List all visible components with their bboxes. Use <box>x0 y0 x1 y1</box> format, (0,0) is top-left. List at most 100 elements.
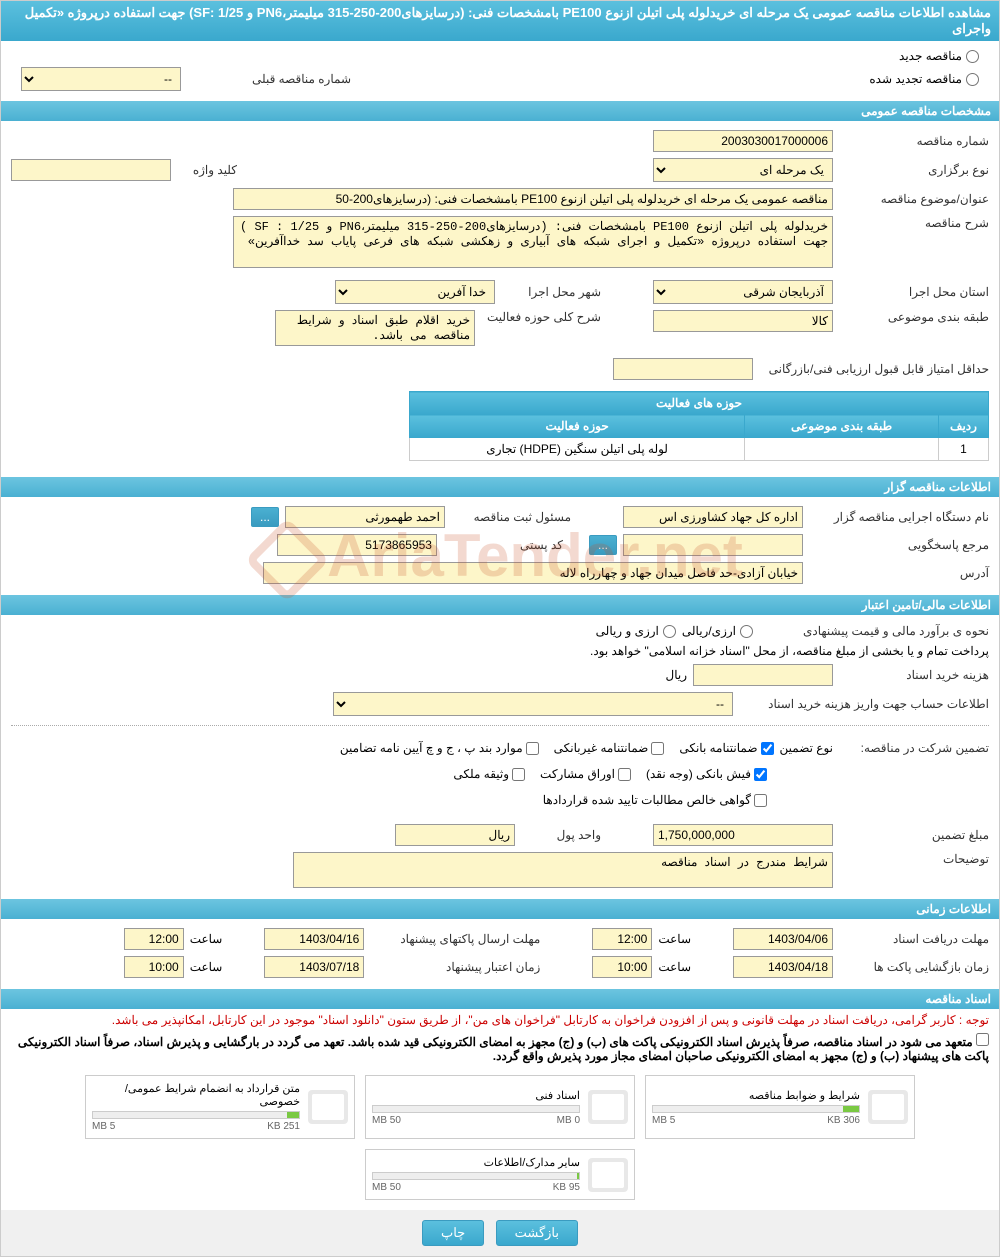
guarantee-cases-check[interactable]: موارد بند پ ، ج و چ آیین نامه تضامین <box>340 741 539 755</box>
send-deadline-time[interactable] <box>124 928 184 950</box>
title-input[interactable] <box>233 188 833 210</box>
estimate-option1: ارزی/ریالی <box>682 624 736 638</box>
response-ref-label: مرجع پاسخگویی <box>809 538 989 552</box>
keyword-input[interactable] <box>11 159 171 181</box>
guarantee-label: تضمین شرکت در مناقصه: <box>839 741 989 755</box>
postal-code-input[interactable] <box>277 534 437 556</box>
section-general: مشخصات مناقصه عمومی <box>1 101 999 121</box>
registrar-label: مسئول ثبت مناقصه <box>451 510 571 524</box>
activity-table-title: حوزه های فعالیت <box>410 392 989 415</box>
estimate-radio1-input[interactable] <box>740 625 753 638</box>
activity-table: حوزه های فعالیت ردیف طبقه بندی موضوعی حو… <box>409 391 989 461</box>
notes-textarea[interactable]: شرایط مندرج در اسناد مناقصه <box>293 852 833 888</box>
tender-number-input[interactable] <box>653 130 833 152</box>
purchase-cost-label: هزینه خرید اسناد <box>839 668 989 682</box>
treasury-note: پرداخت تمام و یا بخشی از مبلغ مناقصه، از… <box>590 644 989 658</box>
activity-col-row: ردیف <box>939 415 989 438</box>
guarantee-cert-check[interactable]: گواهی خالص مطالبات تایید شده قراردادها <box>543 793 767 807</box>
holding-type-select[interactable]: یک مرحله ای <box>653 158 833 182</box>
back-button[interactable]: بازگشت <box>496 1220 578 1246</box>
activity-col-activity: حوزه فعالیت <box>410 415 745 438</box>
registrar-input[interactable] <box>285 506 445 528</box>
table-row: 1لوله پلی اتیلن سنگین (HDPE) تجاری <box>410 438 989 461</box>
province-label: استان محل اجرا <box>839 285 989 299</box>
guarantee-property-check[interactable]: وثیقه ملکی <box>453 767 525 781</box>
notice-bold: متعهد می شود در اسناد مناقصه، صرفاً پذیر… <box>1 1031 999 1065</box>
prev-number-select[interactable]: -- <box>21 67 181 91</box>
validity-date[interactable] <box>264 956 364 978</box>
section-organizer: اطلاعات مناقصه گزار <box>1 477 999 497</box>
rial-label: ریال <box>665 668 687 682</box>
org-name-label: نام دستگاه اجرایی مناقصه گزار <box>809 510 989 524</box>
min-score-input[interactable] <box>613 358 753 380</box>
open-date[interactable] <box>733 956 833 978</box>
response-ref-more-button[interactable]: ... <box>589 535 617 555</box>
min-score-label: حداقل امتیاز قابل قبول ارزیابی فنی/بازرگ… <box>759 362 989 376</box>
address-input[interactable] <box>263 562 803 584</box>
receive-deadline-time[interactable] <box>592 928 652 950</box>
file-name: متن قرارداد به انضمام شرایط عمومی/خصوصی <box>92 1082 300 1108</box>
currency-unit-label: واحد پول <box>521 828 601 842</box>
file-box[interactable]: سایر مدارک/اطلاعات95 KB50 MB <box>365 1149 635 1200</box>
registrar-more-button[interactable]: ... <box>251 507 279 527</box>
tender-new-radio[interactable]: مناقصه جدید <box>899 49 979 63</box>
address-label: آدرس <box>809 566 989 580</box>
commit-checkbox[interactable] <box>976 1033 989 1046</box>
tender-new-radio-input[interactable] <box>966 50 979 63</box>
org-name-input[interactable] <box>623 506 803 528</box>
guarantee-cash-check[interactable]: فیش بانکی (وجه نقد) <box>646 767 767 781</box>
tender-number-label: شماره مناقصه <box>839 134 989 148</box>
estimate-radio2[interactable]: ارزی و ریالی <box>596 624 676 638</box>
receive-deadline-label: مهلت دریافت اسناد <box>839 932 989 946</box>
guarantee-bank-check[interactable]: ضمانتنامه بانکی <box>679 741 773 755</box>
guarantee-amount-label: مبلغ تضمین <box>839 828 989 842</box>
send-deadline-date[interactable] <box>264 928 364 950</box>
folder-icon <box>868 1090 908 1124</box>
time-label-4: ساعت <box>190 960 223 974</box>
open-time[interactable] <box>592 956 652 978</box>
send-deadline-label: مهلت ارسال پاکتهای پیشنهاد <box>370 932 540 946</box>
tender-renewed-label: مناقصه تجدید شده <box>869 72 962 86</box>
account-info-label: اطلاعات حساب جهت واریز هزینه خرید اسناد <box>739 697 989 711</box>
purchase-cost-input[interactable] <box>693 664 833 686</box>
description-label: شرح مناقصه <box>839 216 989 230</box>
estimate-radio2-input[interactable] <box>663 625 676 638</box>
city-select[interactable]: خدا آفرین <box>335 280 495 304</box>
estimate-label: نحوه ی برآورد مالی و قیمت پیشنهادی <box>759 624 989 638</box>
guarantee-nonbank-check[interactable]: ضمانتنامه غیربانکی <box>554 741 665 755</box>
folder-icon <box>308 1090 348 1124</box>
province-select[interactable]: آذربایجان شرقی <box>653 280 833 304</box>
page-title: مشاهده اطلاعات مناقصه عمومی یک مرحله ای … <box>1 1 999 41</box>
section-timing: اطلاعات زمانی <box>1 899 999 919</box>
currency-unit-input[interactable] <box>395 824 515 846</box>
file-box[interactable]: شرایط و ضوابط مناقصه306 KB5 MB <box>645 1075 915 1139</box>
activity-desc-label: شرح کلی حوزه فعالیت <box>481 310 601 324</box>
response-ref-input[interactable] <box>623 534 803 556</box>
postal-code-label: کد پستی <box>443 538 563 552</box>
print-button[interactable]: چاپ <box>422 1220 484 1246</box>
tender-renewed-radio-input[interactable] <box>966 73 979 86</box>
file-box[interactable]: متن قرارداد به انضمام شرایط عمومی/خصوصی2… <box>85 1075 355 1139</box>
category-input[interactable] <box>653 310 833 332</box>
time-label-1: ساعت <box>658 932 691 946</box>
validity-time[interactable] <box>124 956 184 978</box>
section-financial: اطلاعات مالی/تامین اعتبار <box>1 595 999 615</box>
guarantee-amount-input[interactable] <box>653 824 833 846</box>
estimate-option2: ارزی و ریالی <box>596 624 659 638</box>
notes-label: توضیحات <box>839 852 989 866</box>
account-info-select[interactable]: -- <box>333 692 733 716</box>
file-name: شرایط و ضوابط مناقصه <box>652 1089 860 1102</box>
receive-deadline-date[interactable] <box>733 928 833 950</box>
file-box[interactable]: اسناد فنی0 MB50 MB <box>365 1075 635 1139</box>
estimate-radio1[interactable]: ارزی/ریالی <box>682 624 753 638</box>
tender-new-label: مناقصه جدید <box>899 49 962 63</box>
description-textarea[interactable]: خریدلوله پلی اتیلن ازنوع PE100 بامشخصات … <box>233 216 833 268</box>
folder-icon <box>588 1090 628 1124</box>
tender-renewed-radio[interactable]: مناقصه تجدید شده <box>869 72 979 86</box>
category-label: طبقه بندی موضوعی <box>839 310 989 324</box>
activity-desc-textarea[interactable]: خرید اقلام طبق اسناد و شرایط مناقصه می ب… <box>275 310 475 346</box>
file-name: سایر مدارک/اطلاعات <box>372 1156 580 1169</box>
prev-number-label: شماره مناقصه قبلی <box>201 72 351 86</box>
guarantee-stocks-check[interactable]: اوراق مشارکت <box>540 767 631 781</box>
keyword-label: کلید واژه <box>177 163 237 177</box>
